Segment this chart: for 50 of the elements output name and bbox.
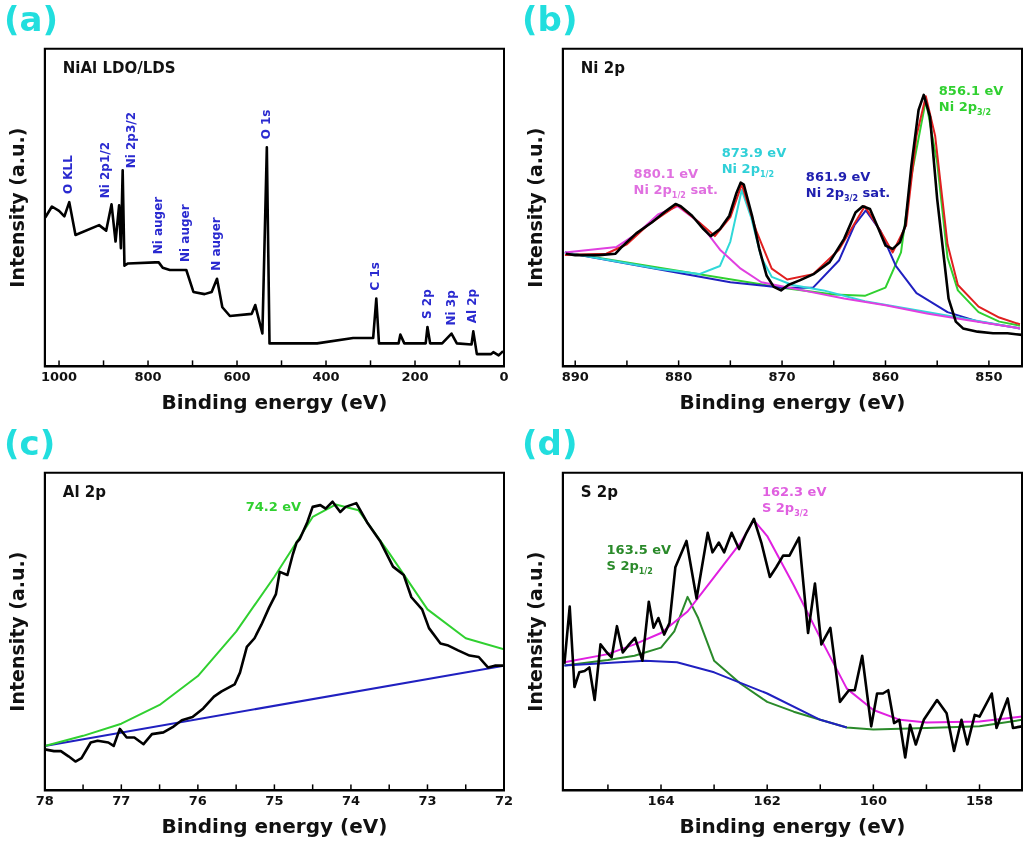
x-tick-label: 800 — [134, 368, 162, 384]
x-tick-label: 0 — [499, 368, 509, 384]
x-tick-label: 890 — [561, 368, 589, 384]
annotation: Ni 2p1/2 — [97, 141, 112, 199]
annotation: O KLL — [61, 154, 76, 195]
x-tick-label: 78 — [35, 792, 54, 808]
annotation: C 1s — [368, 262, 383, 291]
text: S 2p — [580, 482, 619, 501]
x-tick-label: 870 — [768, 368, 796, 384]
x-tick-label: 860 — [871, 368, 900, 384]
x-tick-label: 77 — [112, 792, 131, 808]
x-axis-title: Binding energy (eV) — [679, 390, 906, 415]
chart-title: (c) — [4, 423, 56, 464]
x-tick-label: 73 — [418, 792, 437, 808]
chart-title: (b) — [522, 0, 578, 40]
annotation: Ni 3p — [443, 289, 458, 326]
y-axis-title: Intensity (a.u.) — [524, 127, 547, 288]
x-axis-title: Binding energy (eV) — [679, 814, 906, 839]
annotation: 74.2 eV — [245, 498, 302, 514]
text: NiAl LDO/LDS — [62, 58, 176, 77]
x-tick-label: 72 — [494, 792, 514, 808]
chart-title: (a) — [4, 0, 59, 40]
annotation: Ni auger — [178, 204, 193, 263]
y-axis-title: Intensity (a.u.) — [6, 127, 29, 288]
x-tick-label: 850 — [975, 368, 1003, 384]
annotation: O 1s — [258, 109, 273, 140]
x-tick-label: 158 — [965, 792, 994, 808]
x-tick-label: 164 — [647, 792, 675, 808]
text: Al 2p — [62, 482, 107, 501]
x-tick-label: 75 — [265, 792, 284, 808]
x-tick-label: 76 — [188, 792, 207, 808]
y-axis-title: Intensity (a.u.) — [6, 551, 29, 712]
annotation: Al 2p — [465, 288, 480, 324]
x-tick-label: 74 — [341, 792, 360, 808]
text: Ni 2p — [580, 58, 626, 77]
x-tick-label: 162 — [753, 792, 781, 808]
x-tick-label: 400 — [312, 368, 340, 384]
x-tick-label: 160 — [859, 792, 887, 808]
x-axis-title: Binding energy (eV) — [161, 814, 388, 839]
x-axis-title: Binding energy (eV) — [161, 390, 388, 415]
x-tick-label: 880 — [665, 368, 693, 384]
y-axis-title: Intensity (a.u.) — [524, 551, 547, 712]
annotation: N auger — [209, 217, 224, 271]
x-tick-label: 200 — [401, 368, 429, 384]
chart-title: (d) — [522, 423, 578, 464]
x-tick-label: 1000 — [40, 368, 78, 384]
x-tick-label: 600 — [223, 368, 251, 384]
annotation: Ni 2p3/2 — [123, 112, 138, 169]
annotation: S 2p — [419, 288, 434, 319]
annotation: Ni auger — [150, 196, 165, 255]
